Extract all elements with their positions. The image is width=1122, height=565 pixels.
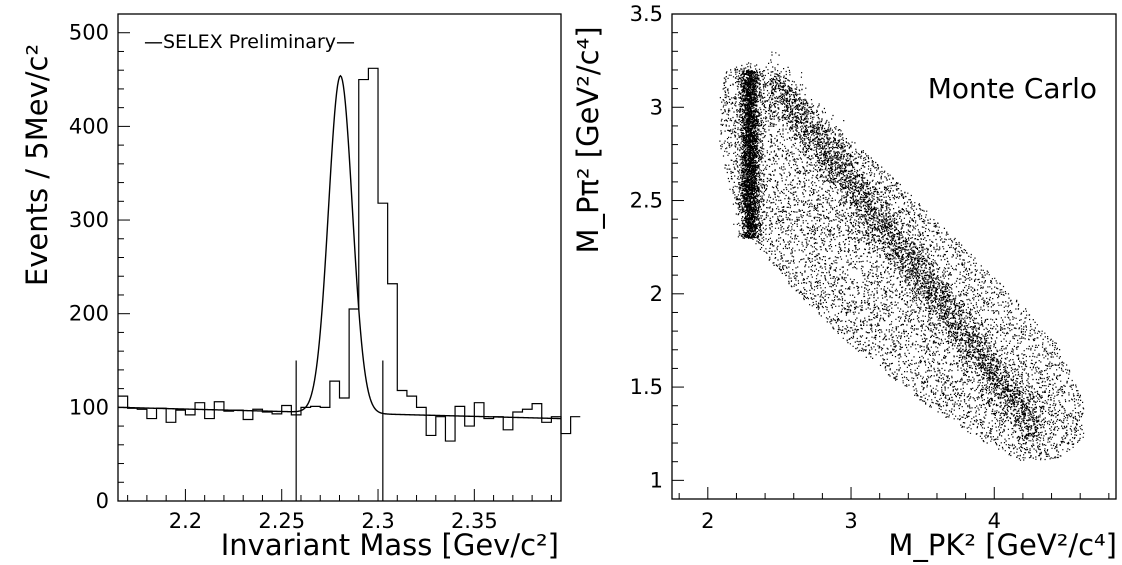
histogram-steps <box>118 67 581 442</box>
signal-window-markers <box>295 360 384 501</box>
x-tick-label: 2.25 <box>258 509 305 533</box>
histogram-bars <box>118 67 581 442</box>
y-tick-label: 100 <box>69 395 109 419</box>
x-tick-label: 2.35 <box>451 509 498 533</box>
x-tick-label: 3 <box>844 509 857 533</box>
y-tick-label: 300 <box>69 208 109 232</box>
y-tick-label: 1.5 <box>630 375 663 399</box>
y-tick-label: 3.5 <box>630 2 663 26</box>
x-tick-label: 4 <box>988 509 1001 533</box>
scatter-point-cloud <box>719 51 1085 461</box>
scatter-x-axis-title: M_PK² [GeV²/c⁴] <box>888 528 1117 562</box>
y-tick-label: 400 <box>69 114 109 138</box>
scatter-axes: 1 1.5 2 2.5 3 3.5 2 3 4 <box>630 2 1110 533</box>
y-tick-label: 0 <box>96 489 109 513</box>
y-tick-label: 500 <box>69 21 109 45</box>
x-tick-label: 2.2 <box>169 509 202 533</box>
y-tick-label: 200 <box>69 302 109 326</box>
histogram-frame <box>117 13 562 502</box>
scatter-y-axis-title: M_Pπ² [GeV²/c⁴] <box>571 26 605 253</box>
y-tick-label: 2 <box>650 282 663 306</box>
x-tick-label: 2 <box>701 509 714 533</box>
y-tick-label: 3 <box>650 95 663 119</box>
histogram-x-axis-title: Invariant Mass [Gev/c²] <box>221 528 559 562</box>
histogram-panel: 0 100 200 300 400 500 2.2 2.25 2.3 2.35 —SELEX Pr… <box>20 13 581 562</box>
y-tick-label: 1 <box>650 468 663 492</box>
histogram-fit <box>117 74 562 420</box>
histogram-annotation: —SELEX Preliminary— <box>144 31 355 53</box>
histogram-y-axis-title: Events / 5Mev/c² <box>20 44 54 286</box>
scatter-panel: 1 1.5 2 2.5 3 3.5 2 3 4 Monte Carlo M_PK² [GeV²/… <box>571 2 1117 562</box>
y-tick-label: 2.5 <box>630 189 663 213</box>
fit-curve <box>117 74 562 420</box>
scatter-annotation: Monte Carlo <box>928 72 1097 105</box>
histogram-axes: 0 100 200 300 400 500 2.2 2.25 2.3 2.35 <box>69 13 552 533</box>
x-tick-label: 2.3 <box>361 509 394 533</box>
scatter-points <box>719 51 1085 461</box>
